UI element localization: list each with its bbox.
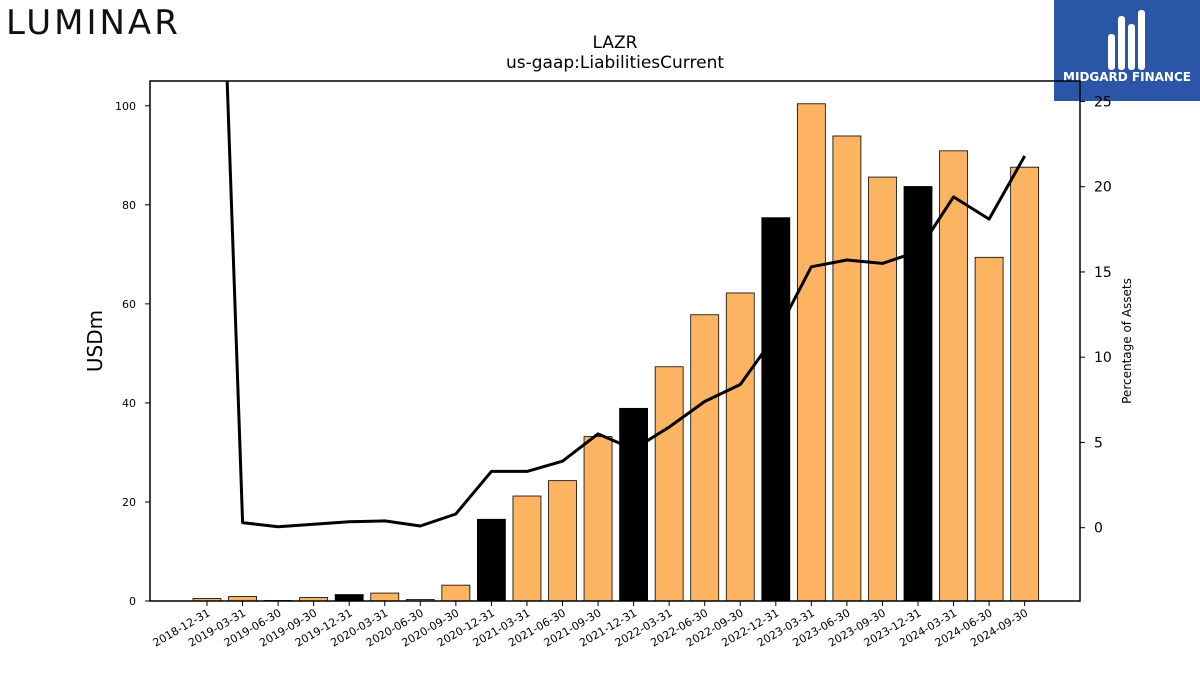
- percentage-line: [225, 81, 1027, 529]
- bar-2024-03-31: [939, 150, 968, 602]
- bar-2020-12-31: [476, 518, 506, 602]
- midgard-finance-logo-mark: MIDGARD FINANCE: [1063, 10, 1191, 84]
- bar-series: [192, 103, 1040, 602]
- y-axis-label: USDm: [83, 310, 107, 372]
- bar-2022-03-31: [654, 366, 684, 602]
- y-tick-label: 0: [129, 595, 136, 608]
- chart-subtitle: us-gaap:LiabilitiesCurrent: [506, 53, 724, 73]
- bar-2024-09-30: [1010, 166, 1040, 602]
- y2-tick-label: 10: [1094, 350, 1112, 366]
- left-y-axis: 0 20 40 60 80 100: [115, 100, 150, 608]
- y2-tick-label: 25: [1094, 94, 1112, 110]
- bar-2022-09-30: [725, 292, 755, 602]
- bar-2024-06-30: [974, 256, 1004, 602]
- bar-2021-06-30: [548, 480, 577, 602]
- bar-2019-12-31: [334, 594, 364, 602]
- y2-tick-label: 20: [1094, 180, 1112, 196]
- bar-2021-09-30: [583, 436, 613, 602]
- midgard-finance-logo: MIDGARD FINANCE: [1054, 0, 1200, 101]
- y2-tick-label: 5: [1094, 435, 1103, 451]
- bar-2021-03-31: [512, 495, 542, 602]
- plot-frame: [149, 80, 1081, 602]
- bar-2020-03-31: [370, 592, 400, 602]
- y-tick-label: 80: [122, 199, 136, 212]
- bar-2022-06-30: [690, 314, 720, 602]
- y-tick-label: 60: [122, 298, 136, 311]
- y2-tick-label: 15: [1094, 265, 1112, 281]
- midgard-finance-logo-text: MIDGARD FINANCE: [1063, 70, 1191, 84]
- bar-2020-09-30: [441, 584, 471, 602]
- luminar-logo: LUMINAR: [6, 3, 181, 42]
- y2-axis-label: Percentage of Assets: [1120, 278, 1134, 404]
- bar-2022-12-31: [761, 217, 791, 602]
- y2-tick-label: 0: [1094, 521, 1103, 537]
- bar-2023-12-31: [903, 186, 933, 602]
- luminar-logo-text: LUMINAR: [6, 3, 181, 42]
- bar-2021-12-31: [619, 407, 648, 602]
- y-tick-label: 20: [122, 496, 136, 509]
- chart-title: LAZR: [593, 33, 638, 53]
- bar-2023-03-31: [796, 103, 826, 602]
- x-axis: 2018-12-312019-03-312019-06-302019-09-30…: [151, 601, 1030, 650]
- y-tick-label: 40: [122, 397, 136, 410]
- y-tick-label: 100: [115, 100, 136, 113]
- right-y-axis: 0 5 10 15 20 25: [1080, 94, 1112, 537]
- bar-2023-06-30: [832, 135, 862, 602]
- bar-2023-09-30: [868, 176, 897, 602]
